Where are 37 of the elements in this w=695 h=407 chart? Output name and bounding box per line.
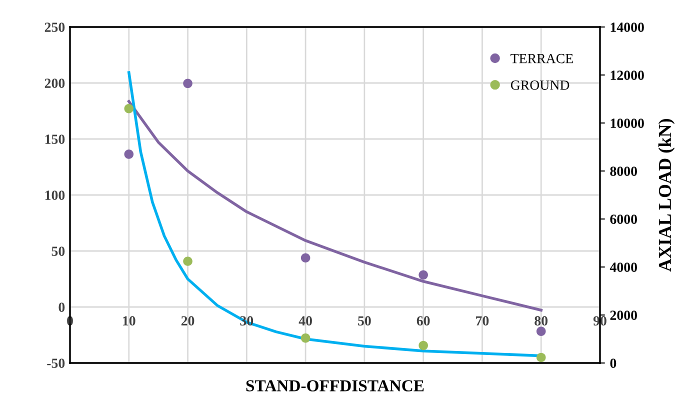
legend-label: TERRACE [510, 54, 573, 64]
point [418, 340, 428, 350]
legend-label: GROUND [510, 80, 570, 90]
point [124, 104, 134, 114]
line-series [127, 100, 542, 312]
x-axis-title: STAND-OFFDISTANCE [246, 380, 424, 392]
y-tick-label: 50 [52, 246, 65, 256]
x-tick-label: 20 [181, 316, 194, 326]
x-tick-label: 70 [476, 316, 489, 326]
point [124, 150, 134, 159]
y-tick-label: 100 [45, 190, 65, 200]
x-tick-label: 10 [123, 316, 136, 326]
y2-tick-label: 2000 [610, 310, 637, 320]
point [183, 78, 192, 88]
y-tick-label: 0 [58, 302, 65, 312]
y2-tick-label: 14000 [610, 22, 644, 32]
x-tick-label: 80 [534, 316, 548, 326]
y2-tick-label: 6000 [610, 214, 637, 224]
y-tick-label: 150 [45, 134, 65, 144]
point [183, 256, 192, 266]
point [300, 253, 310, 263]
y-tick-label: -50 [47, 358, 65, 368]
point [536, 352, 546, 362]
y2-tick-label: 10000 [610, 118, 644, 128]
y-tick-label: 200 [44, 78, 65, 88]
y2-tick-label: 0 [610, 358, 616, 368]
x-tick-label: 60 [416, 316, 430, 326]
y-tick-label: 250 [44, 22, 65, 32]
y2-axis-title: AXIAL LOAD (kN) [658, 119, 675, 272]
y2-tick-label: 8000 [610, 166, 637, 176]
y2-tick-label: 12000 [610, 70, 644, 80]
x-tick-label: 40 [298, 316, 312, 326]
point [418, 270, 428, 280]
point [536, 326, 546, 336]
point [300, 333, 310, 343]
x-tick-label: 50 [358, 316, 371, 326]
y2-tick-label: 4000 [610, 262, 637, 272]
